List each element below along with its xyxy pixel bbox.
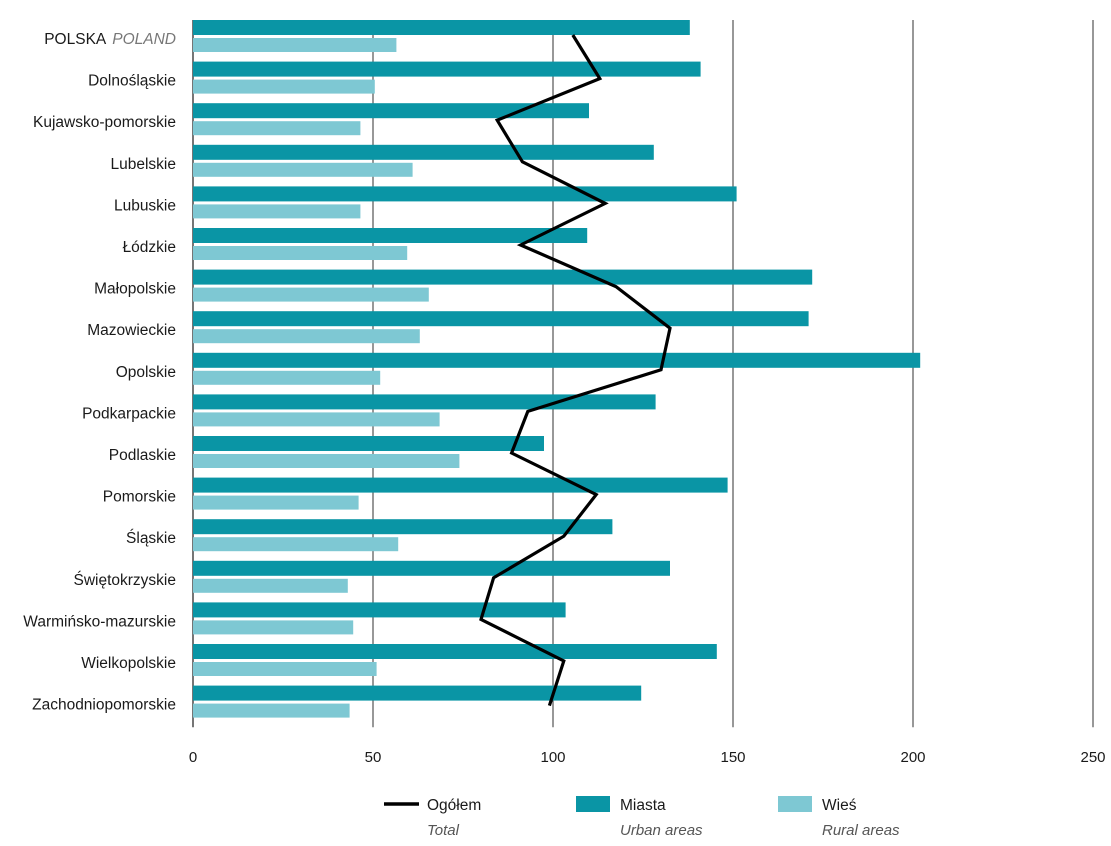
bar-urban — [193, 519, 613, 535]
legend-sublabel: Total — [427, 822, 460, 839]
bar-urban — [193, 436, 544, 451]
bar-urban — [193, 685, 642, 701]
category-name: Opolskie — [116, 364, 176, 381]
category-label: POLSKA POLAND — [44, 31, 176, 48]
bar-urban — [193, 394, 656, 410]
bar-rural — [193, 246, 408, 260]
category-name: Pomorskie — [103, 489, 176, 506]
legend-item-miasta: Miasta Urban areas — [576, 796, 703, 839]
legend-swatch — [576, 796, 610, 812]
bar-rural — [193, 412, 440, 427]
bar-rural — [193, 38, 397, 52]
legend-label: Wieś — [822, 797, 857, 814]
legend-label: Miasta — [620, 797, 666, 814]
bar-rural — [193, 495, 359, 510]
category-label: Dolnośląskie — [88, 73, 176, 90]
bar-rural — [193, 703, 350, 718]
category-label: Małopolskie — [94, 281, 176, 298]
category-label: Pomorskie — [103, 489, 176, 506]
category-name: Wielkopolskie — [81, 655, 176, 672]
category-name: Łódzkie — [123, 239, 176, 256]
legend-label: Ogółem — [427, 797, 481, 814]
x-tick-label: 100 — [540, 749, 565, 766]
bar-urban — [193, 269, 813, 285]
legend-item-ogółem: Ogółem Total — [384, 797, 481, 839]
bar-urban — [193, 602, 566, 618]
bar-rural — [193, 370, 381, 385]
x-tick-label: 50 — [365, 749, 382, 766]
total-line — [479, 34, 672, 707]
x-tick-labels: 0 50 100 150 200 250 — [189, 749, 1106, 766]
x-tick-label: 0 — [189, 749, 197, 766]
category-label: Mazowieckie — [87, 322, 176, 339]
category-label: Śląskie — [126, 529, 176, 547]
category-name: Kujawsko-pomorskie — [33, 114, 176, 131]
bar-rural — [193, 287, 429, 302]
bar-urban — [193, 144, 654, 160]
legend: Ogółem Total Miasta Urban areas Wieś Rural ar… — [384, 796, 900, 839]
x-tick-label: 150 — [720, 749, 745, 766]
bar-rural — [193, 454, 460, 468]
bar-urban — [193, 352, 921, 368]
category-name: Podkarpackie — [82, 405, 176, 422]
category-name: Małopolskie — [94, 281, 176, 298]
category-name: Świętokrzyskie — [74, 571, 177, 589]
category-label: Lubuskie — [114, 197, 176, 214]
bar-rural — [193, 329, 420, 344]
category-name: Zachodniopomorskie — [32, 697, 176, 714]
category-name: POLSKA — [44, 31, 107, 48]
category-label: Podkarpackie — [82, 405, 176, 422]
bar-rural — [193, 662, 377, 676]
bars — [193, 20, 921, 718]
category-label: Podlaskie — [109, 447, 176, 464]
category-label: Wielkopolskie — [81, 655, 176, 672]
category-label: Warmińsko-mazurskie — [23, 613, 176, 630]
bar-rural — [193, 537, 399, 552]
bar-urban — [193, 186, 737, 202]
category-name: Śląskie — [126, 529, 176, 547]
category-label: Zachodniopomorskie — [32, 697, 176, 714]
bar-rural — [193, 578, 348, 593]
bar-urban — [193, 103, 589, 119]
bar-urban — [193, 20, 690, 35]
category-name: Warmińsko-mazurskie — [23, 613, 176, 630]
category-name: Lubelskie — [111, 156, 177, 173]
bar-rural — [193, 121, 361, 136]
category-name: Podlaskie — [109, 447, 176, 464]
category-sublabel: POLAND — [112, 31, 176, 48]
category-label: Łódzkie — [123, 239, 176, 256]
legend-item-wieś: Wieś Rural areas — [778, 796, 900, 839]
x-tick-label: 200 — [900, 749, 925, 766]
bar-rural — [193, 204, 361, 219]
bar-urban — [193, 61, 701, 77]
x-tick-label: 250 — [1080, 749, 1105, 766]
bar-urban — [193, 228, 588, 243]
category-name: Dolnośląskie — [88, 73, 176, 90]
legend-swatch — [778, 796, 812, 812]
bar-urban — [193, 477, 728, 493]
category-label: Kujawsko-pomorskie — [33, 114, 176, 131]
category-label: Świętokrzyskie — [74, 571, 177, 589]
category-name: Mazowieckie — [87, 322, 176, 339]
bar-urban — [193, 560, 670, 576]
bar-rural — [193, 79, 375, 94]
bar-urban — [193, 644, 717, 659]
category-label: Lubelskie — [111, 156, 177, 173]
bar-urban — [193, 311, 809, 327]
category-name: Lubuskie — [114, 197, 176, 214]
legend-sublabel: Urban areas — [620, 822, 703, 839]
legend-sublabel: Rural areas — [822, 822, 900, 839]
category-label: Opolskie — [116, 364, 176, 381]
category-labels: POLSKA POLAND Dolnośląskie Kujawsko-pomorsk… — [23, 31, 176, 714]
bar-rural — [193, 620, 354, 635]
bar-rural — [193, 162, 413, 177]
